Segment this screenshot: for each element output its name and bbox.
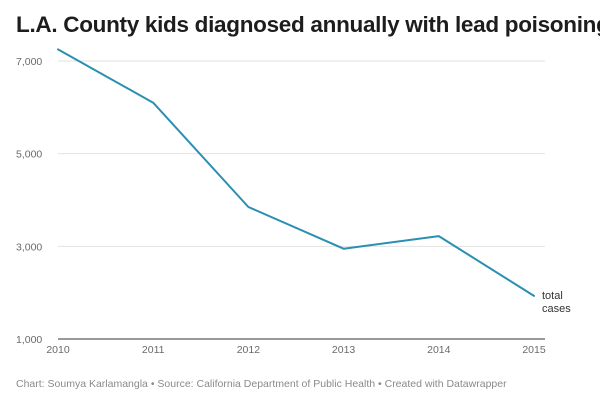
y-tick-label: 1,000 bbox=[16, 334, 42, 346]
x-tick-label: 2014 bbox=[427, 344, 451, 356]
x-axis: 2010 2011 2012 2013 2014 2015 bbox=[46, 344, 546, 356]
x-tick-label: 2015 bbox=[522, 344, 546, 356]
series-group bbox=[57, 48, 535, 297]
series-label-line-2: cases bbox=[542, 303, 571, 315]
y-axis: 1,000 3,000 5,000 7,000 bbox=[16, 56, 42, 346]
series-label-line-1: total bbox=[542, 290, 563, 302]
x-tick-label: 2010 bbox=[46, 344, 70, 356]
x-tick-label: 2011 bbox=[142, 344, 165, 356]
x-tick-label: 2013 bbox=[332, 344, 356, 356]
chart-title: L.A. County kids diagnosed annually with… bbox=[16, 12, 600, 37]
y-tick-label: 5,000 bbox=[16, 149, 42, 161]
chart-footer: Chart: Soumya Karlamangla • Source: Cali… bbox=[16, 378, 507, 390]
y-tick-label: 3,000 bbox=[16, 241, 42, 253]
series-line-total-cases bbox=[57, 48, 535, 297]
gridlines bbox=[58, 60, 545, 340]
x-tick-label: 2012 bbox=[237, 344, 261, 356]
y-tick-label: 7,000 bbox=[16, 56, 42, 68]
